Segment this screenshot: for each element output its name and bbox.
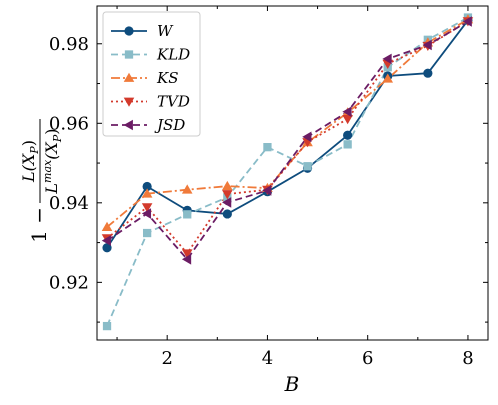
data-point-kld — [343, 140, 352, 149]
data-point-jsd — [462, 16, 472, 27]
data-point-ks — [101, 221, 113, 231]
data-point-w — [222, 209, 232, 219]
data-point-ks — [181, 184, 193, 194]
data-point-w — [423, 68, 433, 78]
series-line-ks — [106, 18, 469, 228]
data-point-ks — [141, 188, 153, 198]
x-tick-label: 4 — [262, 348, 273, 369]
y-label-numerator: L(XP) — [19, 140, 41, 183]
series-line-kld — [106, 16, 469, 327]
series-line-tvd — [106, 20, 469, 255]
x-axis-label: B — [284, 372, 300, 396]
legend-marker-ks — [123, 72, 135, 82]
data-point-jsd — [382, 53, 392, 65]
data-point-jsd — [422, 39, 432, 51]
data-point-kld — [263, 143, 272, 152]
data-point-tvd — [222, 190, 233, 200]
series-markers — [101, 13, 474, 331]
data-point-jsd — [262, 185, 272, 196]
data-point-tvd — [342, 115, 353, 125]
legend-label-tvd: TVD — [157, 93, 190, 111]
x-tick-label: 8 — [462, 348, 473, 369]
legend-box — [102, 11, 201, 137]
y-tick-label: 0.92 — [49, 272, 89, 293]
data-point-w — [102, 243, 112, 253]
legend-entry-jsd: JSD — [111, 116, 185, 134]
legend-label-ks: KS — [156, 69, 178, 87]
data-point-kld — [102, 321, 112, 331]
data-point-jsd — [302, 131, 312, 143]
legend-marker-w — [124, 26, 134, 36]
data-point-tvd — [181, 249, 193, 259]
data-point-jsd — [181, 253, 192, 265]
legend-marker-kld — [124, 50, 134, 59]
data-point-kld — [303, 162, 312, 171]
legend-entries: W KLD KS TVD JSD — [111, 22, 190, 134]
axis-tick-labels: 2 4 6 8 0.92 0.94 0.96 0.98 — [49, 34, 474, 369]
data-point-kld — [142, 228, 152, 238]
series-line-w — [106, 19, 469, 249]
legend-entry-ks: KS — [111, 69, 178, 87]
x-tick-label: 2 — [161, 348, 172, 369]
y-tick-label: 0.98 — [49, 34, 89, 55]
plot-area-frame — [96, 5, 489, 341]
y-label-denominator: Lmax(XP) — [41, 128, 64, 194]
legend-entry-tvd: TVD — [111, 93, 190, 111]
data-point-kld — [183, 210, 192, 219]
data-point-ks — [222, 180, 233, 191]
y-label-prefix: 1 − — [27, 207, 51, 243]
legend-entry-kld: KLD — [111, 46, 190, 64]
data-point-jsd — [141, 208, 152, 219]
legend-label-w: W — [157, 22, 174, 40]
data-point-ks — [382, 73, 394, 83]
series-line-jsd — [106, 20, 469, 261]
data-point-w — [343, 130, 353, 140]
data-point-jsd — [222, 197, 232, 208]
axis-ticks — [97, 6, 488, 340]
data-point-jsd — [342, 106, 352, 118]
data-point-jsd — [101, 235, 111, 246]
data-point-tvd — [141, 203, 153, 213]
series-lines — [106, 16, 469, 327]
legend-marker-tvd — [123, 97, 135, 107]
y-axis-label: 1 − L(XP) Lmax(XP) — [19, 119, 64, 243]
y-tick-label: 0.96 — [49, 113, 89, 134]
legend-label-jsd: JSD — [154, 116, 185, 134]
y-tick-label: 0.94 — [49, 193, 89, 214]
legend: W KLD KS TVD JSD — [102, 11, 201, 137]
legend-label-kld: KLD — [156, 46, 190, 64]
data-point-w — [142, 181, 152, 192]
legend-entry-w: W — [111, 22, 174, 40]
x-tick-label: 6 — [362, 348, 373, 369]
legend-marker-jsd — [123, 119, 133, 131]
